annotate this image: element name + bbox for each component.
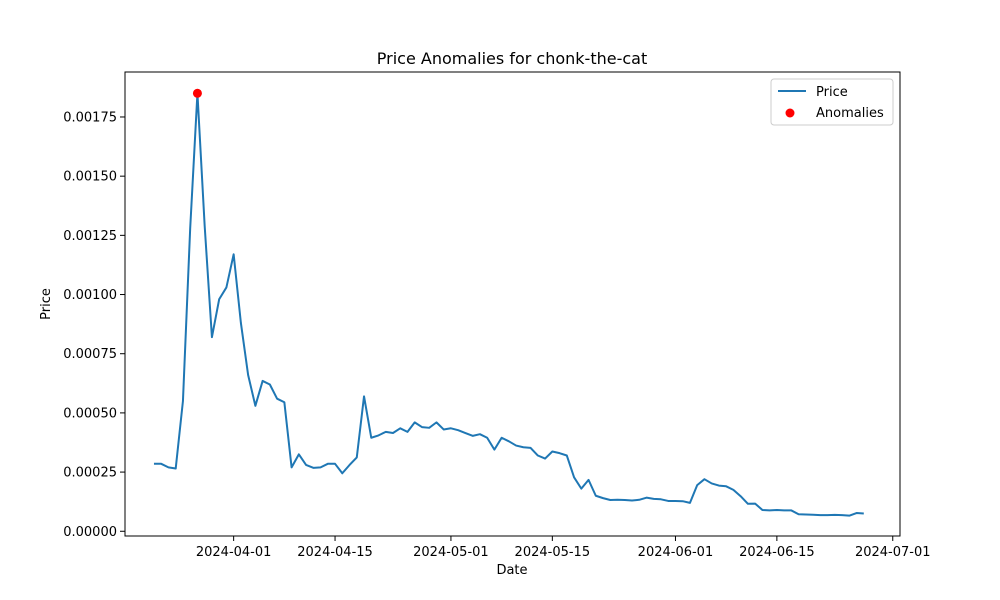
y-axis-label: Price <box>39 288 54 320</box>
x-tick-label: 2024-07-01 <box>855 545 931 560</box>
plot-frame <box>124 71 901 537</box>
y-tick-label: 0.00175 <box>63 110 117 125</box>
y-tick-label: 0.00000 <box>63 525 117 540</box>
legend-anomaly-marker <box>785 108 795 118</box>
y-tick-label: 0.00125 <box>63 229 117 244</box>
x-tick-label: 2024-06-15 <box>739 545 815 560</box>
y-tick-label: 0.00100 <box>63 288 117 303</box>
y-tick-label: 0.00050 <box>63 406 117 421</box>
chart-title: Price Anomalies for chonk-the-cat <box>377 49 647 68</box>
legend-price-label: Price <box>816 85 848 100</box>
x-tick-label: 2024-04-01 <box>196 545 272 560</box>
y-tick-label: 0.00025 <box>63 466 117 481</box>
legend-anomalies-label: Anomalies <box>816 106 884 121</box>
plot-area <box>153 88 864 517</box>
anomaly-point <box>192 88 202 98</box>
x-tick-label: 2024-05-01 <box>413 545 489 560</box>
x-tick-label: 2024-05-15 <box>515 545 591 560</box>
x-tick-label: 2024-04-15 <box>297 545 373 560</box>
x-axis-label: Date <box>496 563 527 578</box>
price-series-line <box>153 92 864 517</box>
y-tick-label: 0.00075 <box>63 347 117 362</box>
y-tick-label: 0.00150 <box>63 170 117 185</box>
x-tick-label: 2024-06-01 <box>638 545 714 560</box>
legend: Price Anomalies <box>770 78 894 126</box>
axis-ticks: 2024-04-01 2024-04-15 2024-05-01 2024-05-15… <box>63 110 930 560</box>
